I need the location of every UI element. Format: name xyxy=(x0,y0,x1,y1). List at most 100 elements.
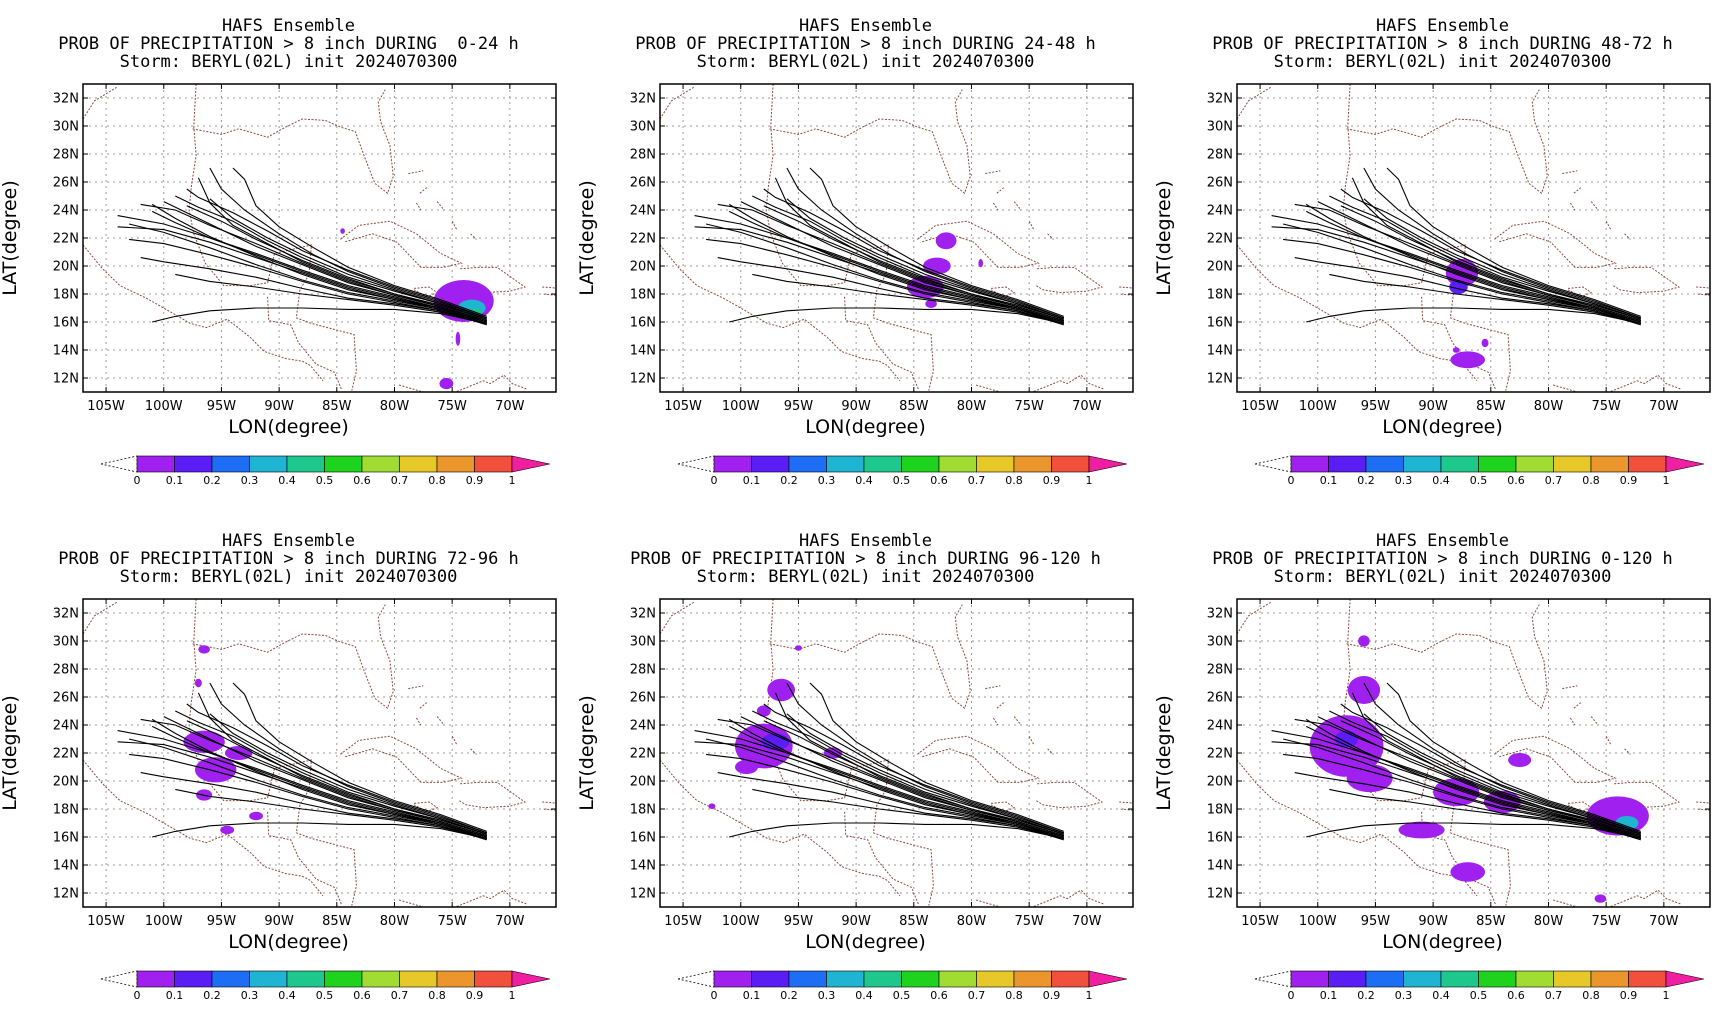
y-tick-label: 22N xyxy=(630,747,656,762)
x-tick-label: 80W xyxy=(957,399,987,414)
track-line xyxy=(1363,682,1641,834)
y-tick-label: 30N xyxy=(1207,635,1233,650)
x-axis-label: LON(degree) xyxy=(1382,416,1503,438)
y-tick-label: 16N xyxy=(1207,316,1233,331)
track-line xyxy=(152,307,487,324)
coastline xyxy=(1567,286,1593,298)
precip-blob xyxy=(340,228,345,234)
track-line xyxy=(175,273,487,324)
track-line xyxy=(1340,703,1641,834)
track-line xyxy=(728,210,1064,323)
coastline xyxy=(1612,266,1681,294)
colorbar-label: 1 xyxy=(1663,474,1670,487)
track-line xyxy=(1271,741,1641,838)
precip-blob xyxy=(1508,753,1532,767)
y-tick-label: 18N xyxy=(630,803,656,818)
coastlines xyxy=(1237,599,1710,907)
colorbar-cell xyxy=(1328,455,1367,473)
y-tick-label: 12N xyxy=(630,887,656,902)
x-tick-label: 95W xyxy=(1361,914,1391,929)
x-tick-label: 75W xyxy=(1014,914,1044,929)
coastline xyxy=(188,84,357,391)
y-tick-label: 24N xyxy=(53,204,79,219)
colorbar-cell xyxy=(1440,970,1479,988)
coastline xyxy=(1605,220,1612,230)
colorbar-cell xyxy=(863,455,902,473)
colorbar-label: 0.6 xyxy=(930,474,948,487)
colorbar-label: 0.8 xyxy=(428,474,446,487)
colorbar-high-triangle xyxy=(1088,455,1128,473)
colorbar-label: 0.9 xyxy=(1043,474,1061,487)
coastline xyxy=(660,86,695,120)
colorbar-cell xyxy=(713,455,752,473)
x-tick-label: 80W xyxy=(380,399,410,414)
precip-probability xyxy=(708,645,843,809)
colorbar-label: 0.5 xyxy=(316,989,334,1002)
colorbar-cell xyxy=(1051,455,1090,473)
coastline xyxy=(992,717,999,726)
track-line xyxy=(1340,205,1641,322)
coastline xyxy=(1035,266,1104,294)
colorbar-cell xyxy=(1515,455,1554,473)
track-line xyxy=(729,307,1064,324)
colorbar-cell xyxy=(361,455,400,473)
coastline xyxy=(1346,604,1548,710)
colorbar-cell xyxy=(976,970,1015,988)
coastline xyxy=(975,889,1105,907)
map-plot: 105W 100W 95W 90W 85W 80W 75W 70W 12N 14N 16N 18N 20… xyxy=(630,598,1134,929)
colorbar-label: 0.1 xyxy=(743,989,761,1002)
colorbar: 0 0.1 0.2 0.3 0.4 0.5 0.6 0.7 0.8 0.9 1 xyxy=(1254,970,1705,1002)
colorbar-cell xyxy=(436,970,475,988)
coastline xyxy=(985,170,1001,175)
track-line xyxy=(1271,226,1641,323)
colorbar: 0 0.1 0.2 0.3 0.4 0.5 0.6 0.7 0.8 0.9 1 xyxy=(100,455,551,487)
y-tick-label: 32N xyxy=(630,607,656,622)
colorbar-label: 0.1 xyxy=(166,474,184,487)
colorbar-low-triangle xyxy=(100,970,138,988)
y-tick-label: 14N xyxy=(1207,859,1233,874)
coastline xyxy=(1028,220,1035,230)
coastline xyxy=(765,84,934,391)
track-line xyxy=(786,198,1064,320)
colorbar-cell xyxy=(1403,455,1442,473)
colorbar-cell xyxy=(1328,970,1367,988)
coastline xyxy=(1569,202,1576,211)
coastline xyxy=(1421,811,1496,905)
colorbar-label: 0.1 xyxy=(743,474,761,487)
coastline xyxy=(83,86,118,120)
coastline xyxy=(975,374,1105,392)
y-axis-label: LAT(degree) xyxy=(1153,180,1175,296)
coastline xyxy=(916,220,1040,268)
colorbar-label: 0.7 xyxy=(968,989,986,1002)
coastline xyxy=(1590,201,1599,211)
coastline xyxy=(1237,601,1272,635)
track-line xyxy=(786,713,1064,835)
x-tick-label: 90W xyxy=(1418,399,1448,414)
x-tick-label: 90W xyxy=(264,914,294,929)
track-line xyxy=(1305,210,1641,323)
colorbar-label: 0.2 xyxy=(780,474,798,487)
x-tick-label: 80W xyxy=(957,914,987,929)
colorbar-cell xyxy=(826,455,865,473)
track-line xyxy=(752,788,1064,839)
track-line xyxy=(152,822,487,839)
colorbar-cell xyxy=(1013,455,1052,473)
coastline xyxy=(660,244,901,382)
y-tick-label: 20N xyxy=(630,775,656,790)
colorbar: 0 0.1 0.2 0.3 0.4 0.5 0.6 0.7 0.8 0.9 1 xyxy=(1254,455,1705,487)
track-line xyxy=(763,703,1064,834)
x-tick-label: 75W xyxy=(437,914,467,929)
y-tick-label: 22N xyxy=(53,232,79,247)
coastline xyxy=(1573,187,1582,194)
x-tick-label: 95W xyxy=(1361,399,1391,414)
precip-blob xyxy=(183,730,225,753)
colorbar-label: 0.5 xyxy=(893,474,911,487)
precip-blob xyxy=(1398,821,1445,839)
precip-blob xyxy=(1347,676,1381,704)
ensemble-tracks xyxy=(117,682,487,841)
y-tick-label: 20N xyxy=(53,260,79,275)
colorbar-high-triangle xyxy=(1665,970,1705,988)
colorbar-cell xyxy=(211,970,250,988)
colorbar-label: 0.6 xyxy=(353,474,371,487)
colorbar-label: 0.6 xyxy=(353,989,371,1002)
